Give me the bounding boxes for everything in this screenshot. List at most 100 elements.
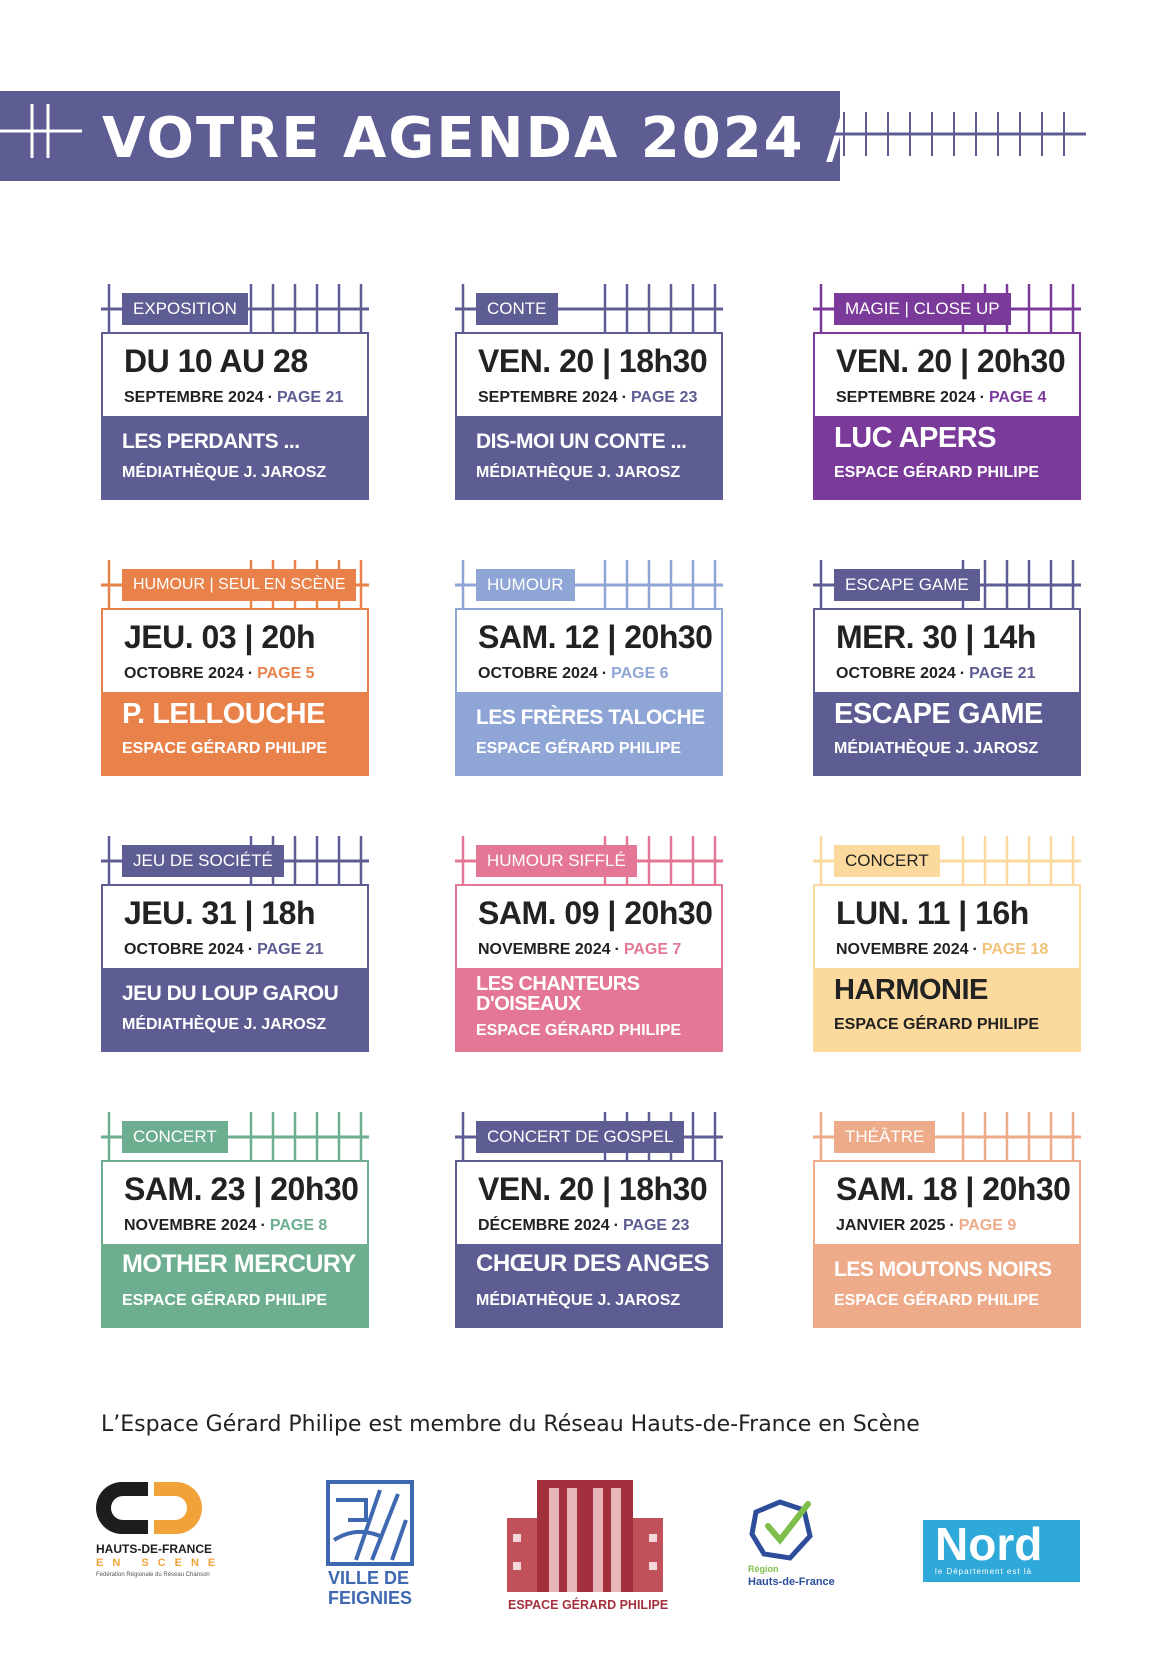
event-month: NOVEMBRE 2024 xyxy=(836,941,969,958)
espace-gerard-philipe-logo: ESPACE GÉRARD PHILIPE xyxy=(505,1478,668,1618)
event-card: CONCERT SAM. 23 | 20h30 NOVEMBRE 2024 · PAGE… xyxy=(101,1112,369,1328)
event-month: NOVEMBRE 2024 xyxy=(478,941,611,958)
page-reference: PAGE 7 xyxy=(623,941,682,958)
separator-dot: · xyxy=(613,1217,619,1234)
event-date: VEN. 20 | 18h30 xyxy=(478,343,708,379)
separator-dot: · xyxy=(247,941,254,958)
page-reference: PAGE 21 xyxy=(276,389,344,406)
event-venue: MÉDIATHÈQUE J. JAROSZ xyxy=(122,464,327,481)
event-venue: MÉDIATHÈQUE J. JAROSZ xyxy=(476,1292,681,1309)
separator-dot: · xyxy=(247,665,254,682)
category-tag: CONCERT DE GOSPEL xyxy=(476,1121,685,1153)
event-venue: MÉDIATHÈQUE J. JAROSZ xyxy=(834,740,1039,757)
event-title: LUC APERS xyxy=(834,422,997,454)
event-date: LUN. 11 | 16h xyxy=(836,895,1029,931)
date-box: SAM. 09 | 20h30 NOVEMBRE 2024 · PAGE 7 xyxy=(455,884,723,968)
event-title-box: LES FRÈRES TALOCHE ESPACE GÉRARD PHILIPE xyxy=(455,692,723,776)
event-venue: ESPACE GÉRARD PHILIPE xyxy=(476,740,682,757)
separator-dot: · xyxy=(972,941,978,958)
event-title-box: CHŒUR DES ANGES MÉDIATHÈQUE J. JAROSZ xyxy=(455,1244,723,1328)
event-date: VEN. 20 | 18h30 xyxy=(478,1171,708,1207)
event-card: HUMOUR SAM. 12 | 20h30 OCTOBRE 2024 · PAGE 6… xyxy=(455,560,723,776)
banner-fence-icon xyxy=(0,104,82,158)
date-box: VEN. 20 | 18h30 SEPTEMBRE 2024 · PAGE 23 xyxy=(455,332,723,416)
event-card: CONTE VEN. 20 | 18h30 SEPTEMBRE 2024 · PAGE … xyxy=(455,284,723,500)
page-reference: PAGE 18 xyxy=(981,941,1049,958)
event-venue: ESPACE GÉRARD PHILIPE xyxy=(834,1016,1040,1033)
nord-departement-logo: Nord le Département est là xyxy=(923,1520,1080,1582)
page-reference: PAGE 21 xyxy=(969,665,1036,682)
event-card: JEU DE SOCIÉTÉ JEU. 31 | 18h OCTOBRE 2024 ·… xyxy=(101,836,369,1052)
page-title: VOTRE AGENDA 2024 / 2025 xyxy=(102,106,1034,171)
event-card: THÉÂTRE SAM. 18 | 20h30 JANVIER 2025 · PAGE … xyxy=(813,1112,1081,1328)
event-month: OCTOBRE 2024 xyxy=(124,665,244,682)
event-month: OCTOBRE 2024 xyxy=(836,665,956,682)
event-title-box: LES PERDANTS ... MÉDIATHÈQUE J. JAROSZ xyxy=(101,416,369,500)
category-tag: CONTE xyxy=(476,293,558,325)
category-tag: EXPOSITION xyxy=(122,293,248,325)
event-title-box: HARMONIE ESPACE GÉRARD PHILIPE xyxy=(813,968,1081,1052)
date-box: JEU. 03 | 20h OCTOBRE 2024 · PAGE 5 xyxy=(101,608,369,692)
region-hauts-de-france-logo: Région Hauts-de-France xyxy=(746,1496,846,1592)
event-title: LES FRÈRES TALOCHE xyxy=(476,706,705,729)
category-tag: ESCAPE GAME xyxy=(834,569,980,601)
event-month: SEPTEMBRE 2024 xyxy=(478,389,618,406)
event-title: CHŒUR DES ANGES xyxy=(476,1250,709,1277)
category-tag: MAGIE | CLOSE UP xyxy=(834,293,1011,325)
date-box: MER. 30 | 14h OCTOBRE 2024 · PAGE 21 xyxy=(813,608,1081,692)
date-box: SAM. 23 | 20h30 NOVEMBRE 2024 · PAGE 8 xyxy=(101,1160,369,1244)
event-card: CONCERT LUN. 11 | 16h NOVEMBRE 2024 · PAGE 1… xyxy=(813,836,1081,1052)
event-title: LES PERDANTS ... xyxy=(122,430,300,453)
ville-de-feignies-logo: VILLE DE FEIGNIES xyxy=(326,1480,421,1610)
event-month: NOVEMBRE 2024 xyxy=(124,1217,257,1234)
event-title-box: LES MOUTONS NOIRS ESPACE GÉRARD PHILIPE xyxy=(813,1244,1081,1328)
event-title: HARMONIE xyxy=(834,974,988,1006)
page-reference: PAGE 4 xyxy=(988,389,1047,406)
event-date: SAM. 18 | 20h30 xyxy=(836,1171,1071,1207)
network-statement: L’Espace Gérard Philipe est membre du Ré… xyxy=(101,1412,920,1437)
event-card: HUMOUR SIFFLÉ SAM. 09 | 20h30 NOVEMBRE 202… xyxy=(455,836,723,1052)
date-box: JEU. 31 | 18h OCTOBRE 2024 · PAGE 21 xyxy=(101,884,369,968)
date-box: VEN. 20 | 18h30 DÉCEMBRE 2024 · PAGE 23 xyxy=(455,1160,723,1244)
event-date: VEN. 20 | 20h30 xyxy=(836,343,1066,379)
separator-dot: · xyxy=(601,665,608,682)
separator-dot: · xyxy=(267,389,273,406)
event-month-line: OCTOBRE 2024 · PAGE 21 xyxy=(124,941,323,959)
page-reference: PAGE 9 xyxy=(958,1217,1017,1234)
fence-icon xyxy=(101,284,369,332)
page-reference: PAGE 21 xyxy=(257,941,324,958)
egp-building-icon xyxy=(507,1480,663,1592)
event-month: SEPTEMBRE 2024 xyxy=(836,389,976,406)
event-month-line: SEPTEMBRE 2024 · PAGE 23 xyxy=(478,389,697,407)
event-month-line: SEPTEMBRE 2024 · PAGE 21 xyxy=(124,389,343,407)
event-card: MAGIE | CLOSE UP VEN. 20 | 20h30 SEPTEMBRE… xyxy=(813,284,1081,500)
separator-dot: · xyxy=(959,665,966,682)
category-tag: CONCERT xyxy=(834,845,940,877)
category-tag: JEU DE SOCIÉTÉ xyxy=(122,845,284,877)
event-card: CONCERT DE GOSPEL VEN. 20 | 18h30 DÉCEMBRE… xyxy=(455,1112,723,1328)
date-box: VEN. 20 | 20h30 SEPTEMBRE 2024 · PAGE 4 xyxy=(813,332,1081,416)
event-title: LES MOUTONS NOIRS xyxy=(834,1258,1052,1281)
event-month-line: OCTOBRE 2024 · PAGE 21 xyxy=(836,665,1035,683)
date-box: LUN. 11 | 16h NOVEMBRE 2024 · PAGE 18 xyxy=(813,884,1081,968)
category-tag: HUMOUR xyxy=(476,569,575,601)
date-box: SAM. 12 | 20h30 OCTOBRE 2024 · PAGE 6 xyxy=(455,608,723,692)
event-date: SAM. 12 | 20h30 xyxy=(478,619,713,655)
event-title-box: MOTHER MERCURY ESPACE GÉRARD PHILIPE xyxy=(101,1244,369,1328)
separator-dot: · xyxy=(949,1217,955,1234)
event-month-line: OCTOBRE 2024 · PAGE 5 xyxy=(124,665,315,683)
region-map-icon xyxy=(749,1499,813,1561)
event-card: EXPOSITION DU 10 AU 28 SEPTEMBRE 2024 · PAGE… xyxy=(101,284,369,500)
event-venue: ESPACE GÉRARD PHILIPE xyxy=(122,1292,328,1309)
event-title-box: P. LELLOUCHE ESPACE GÉRARD PHILIPE xyxy=(101,692,369,776)
event-title-box: ESCAPE GAME MÉDIATHÈQUE J. JAROSZ xyxy=(813,692,1081,776)
event-venue: MÉDIATHÈQUE J. JAROSZ xyxy=(122,1016,327,1033)
event-title: JEU DU LOUP GAROU xyxy=(122,982,339,1005)
event-month: OCTOBRE 2024 xyxy=(478,665,598,682)
event-title-box: LES CHANTEURS D'OISEAUX ESPACE GÉRARD PHI… xyxy=(455,968,723,1052)
event-month: JANVIER 2025 xyxy=(836,1217,946,1234)
event-title: P. LELLOUCHE xyxy=(122,698,325,730)
category-tag: THÉÂTRE xyxy=(834,1121,936,1153)
event-month-line: NOVEMBRE 2024 · PAGE 8 xyxy=(124,1217,327,1235)
date-box: SAM. 18 | 20h30 JANVIER 2025 · PAGE 9 xyxy=(813,1160,1081,1244)
